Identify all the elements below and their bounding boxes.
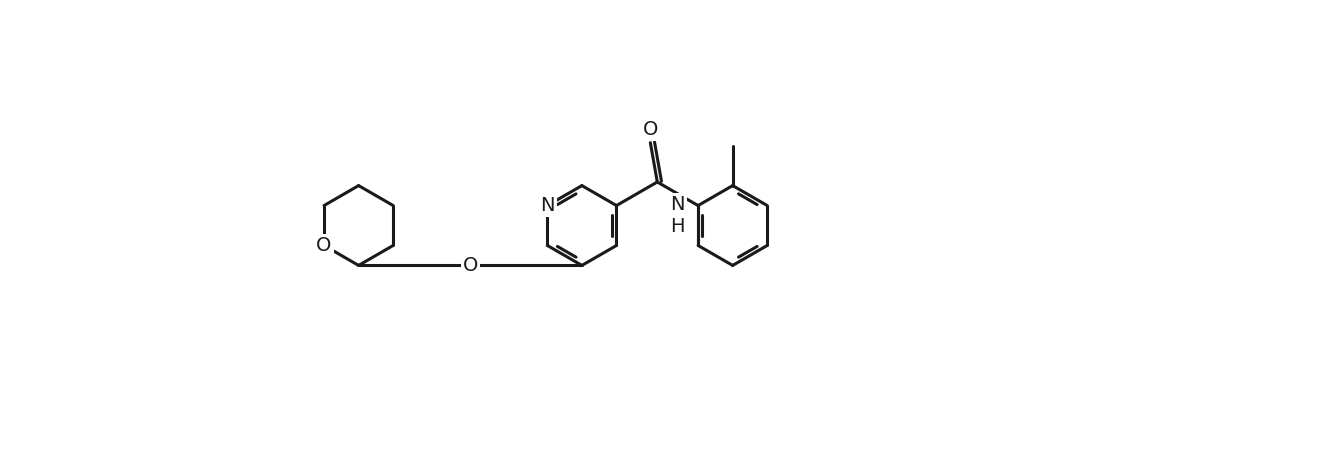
Text: O: O xyxy=(316,236,332,255)
Text: O: O xyxy=(463,256,479,275)
Text: N
H: N H xyxy=(670,195,685,236)
Text: N: N xyxy=(540,196,555,215)
Text: O: O xyxy=(643,120,659,139)
